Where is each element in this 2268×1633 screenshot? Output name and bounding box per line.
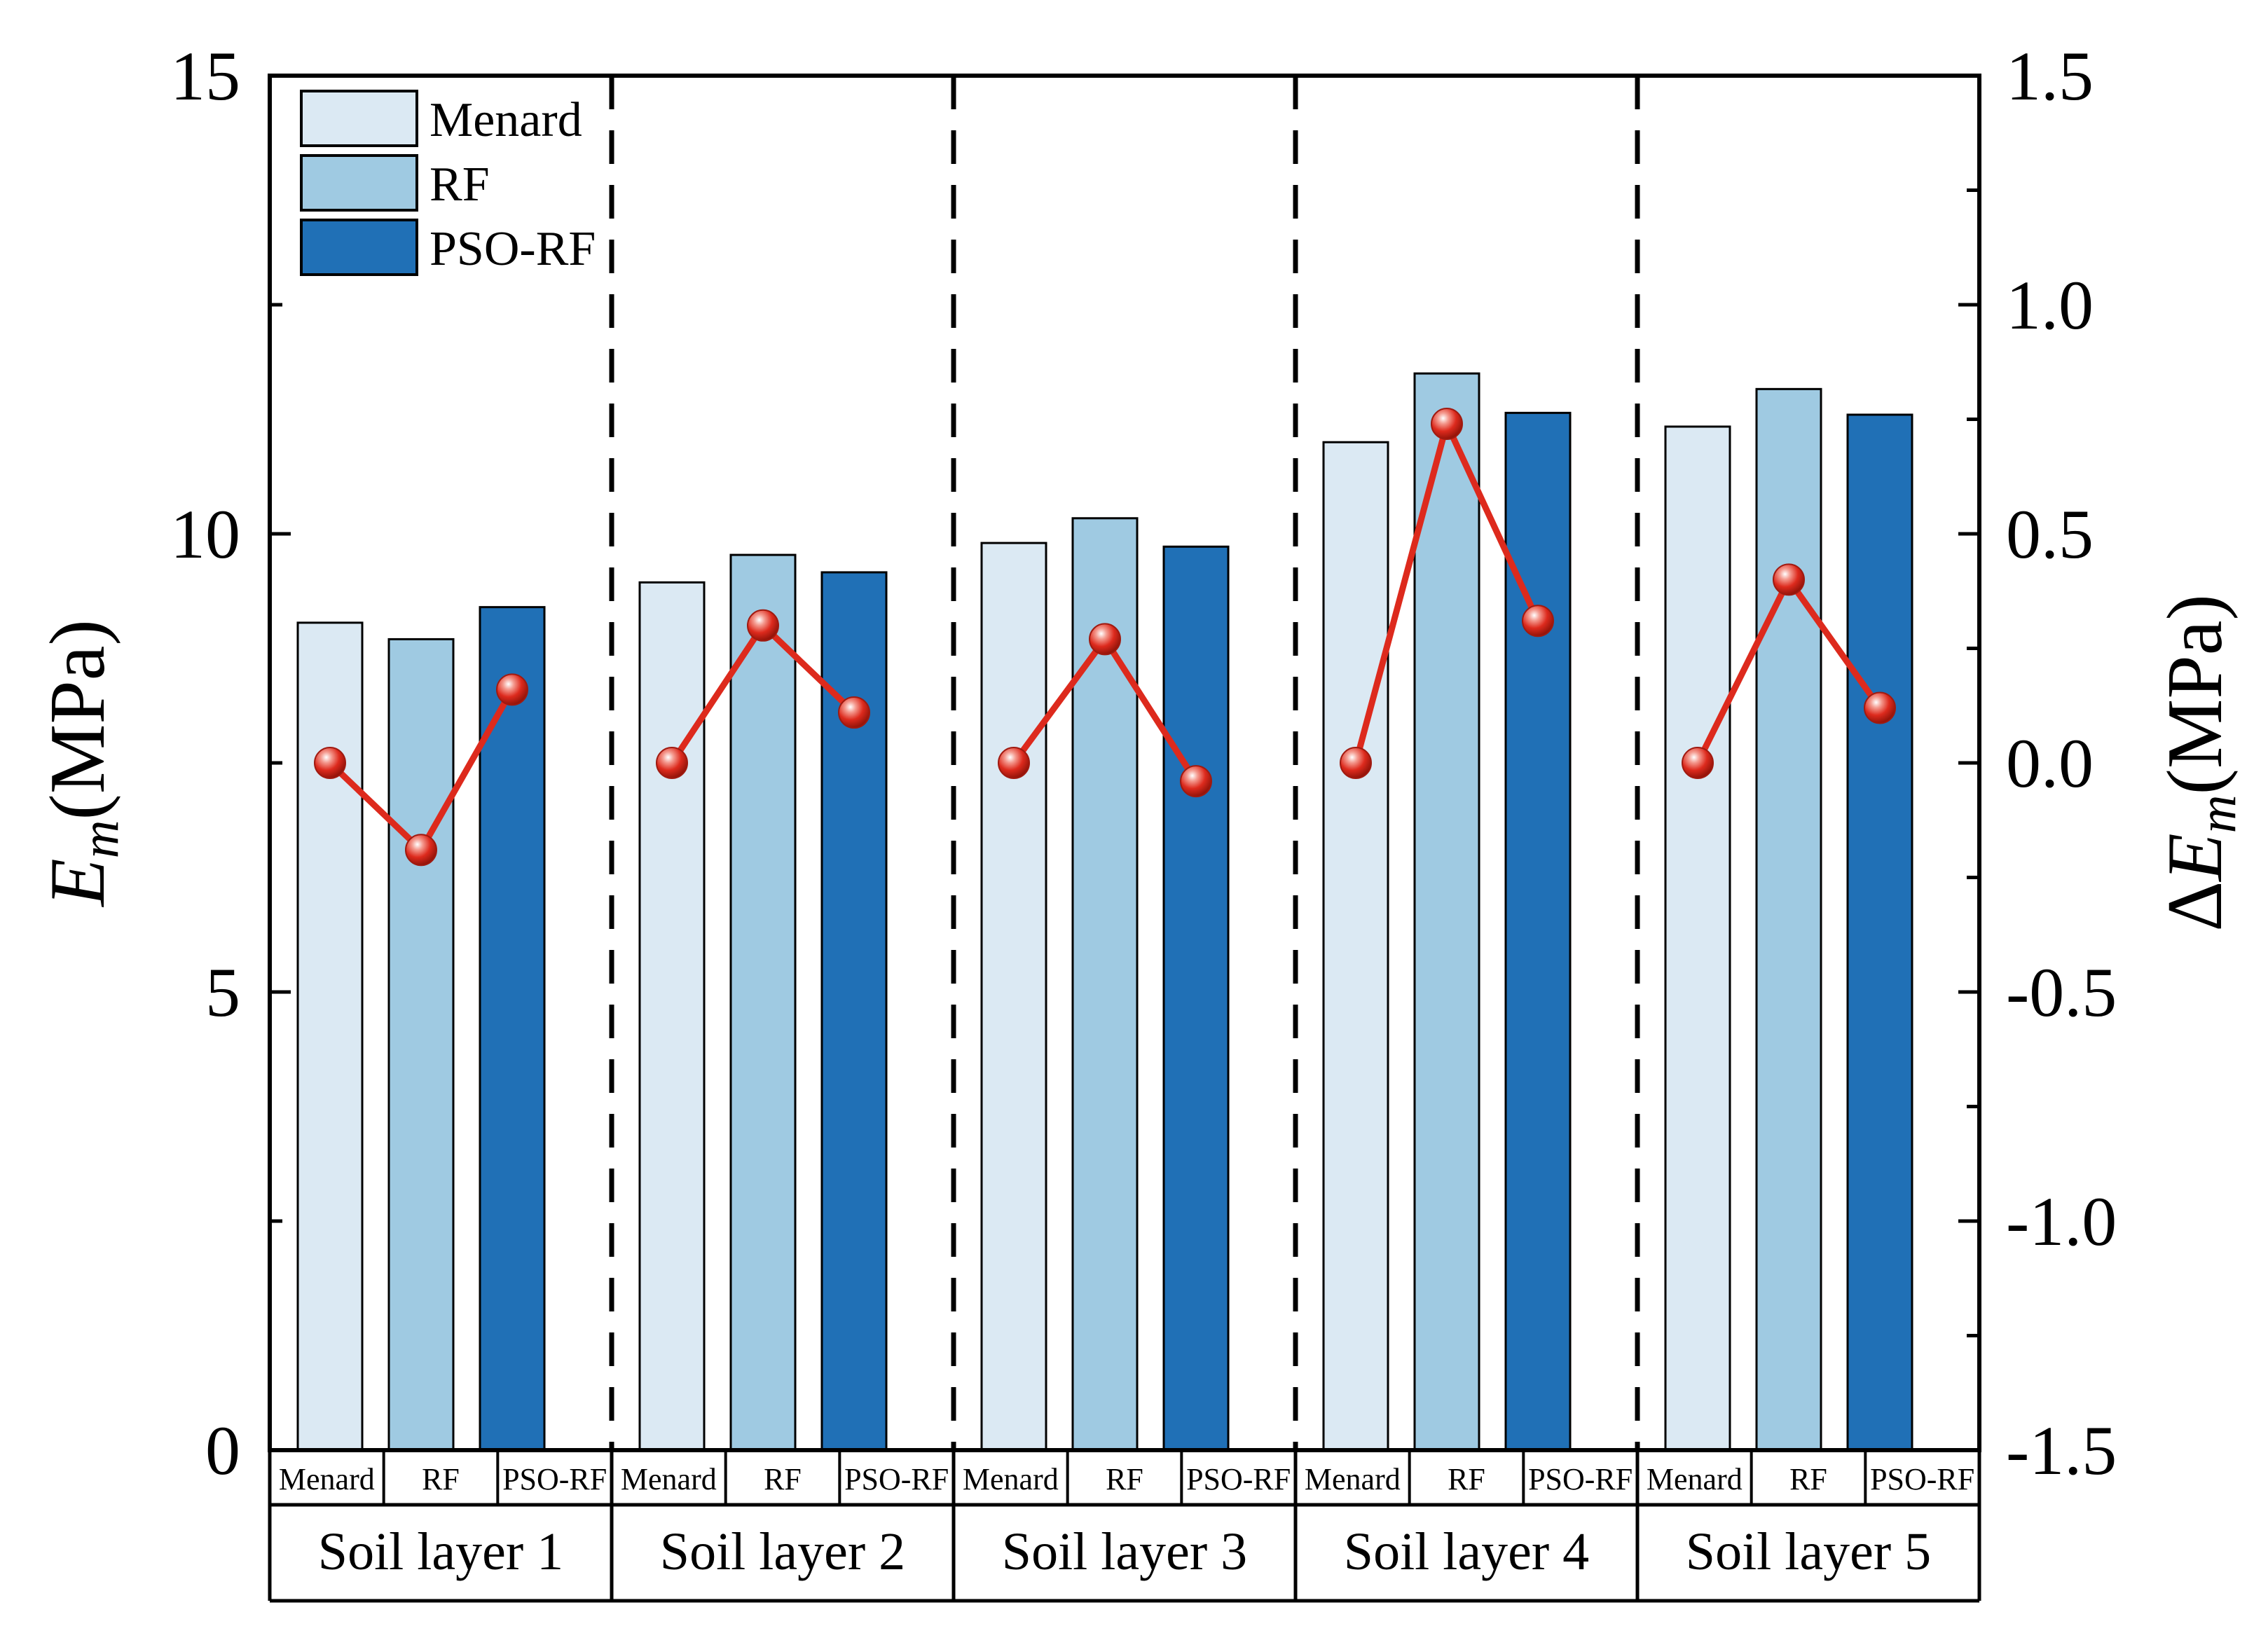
bar-rf-layer-3: [1071, 517, 1139, 1452]
method-label: Menard: [279, 1462, 375, 1496]
left-axis: 0 5 10 15: [170, 37, 291, 1489]
left-axis-title: Em(MPa): [34, 619, 130, 908]
bar-menard-layer-2: [638, 581, 706, 1452]
method-label: RF: [1789, 1462, 1827, 1496]
delta-point-layer-2-menard: [656, 747, 688, 779]
method-label: PSO-RF: [844, 1462, 949, 1496]
bar-pso-rf-layer-3: [1162, 545, 1230, 1452]
bar-pso-rf-layer-4: [1504, 411, 1572, 1452]
delta-point-layer-3-menard: [998, 747, 1030, 779]
delta-point-layer-1-rf: [405, 834, 437, 867]
soil-layer-label: Soil layer 1: [318, 1522, 563, 1581]
soil-layer-label: Soil layer 2: [660, 1522, 905, 1581]
legend-label-rf: RF: [429, 158, 490, 212]
left-tick-label: 15: [170, 37, 240, 115]
delta-point-layer-1-menard: [314, 747, 346, 779]
delta-point-layer-3-pso-rf: [1180, 765, 1212, 798]
left-tick-label: 10: [170, 495, 240, 573]
right-tick-label: -0.5: [2006, 953, 2117, 1031]
soil-layer-label: Soil layer 3: [1002, 1522, 1247, 1581]
soil-layer-label: Soil layer 4: [1344, 1522, 1589, 1581]
method-label: RF: [764, 1462, 802, 1496]
delta-point-layer-4-menard: [1340, 747, 1372, 779]
method-label: Menard: [963, 1462, 1059, 1496]
bar-menard-layer-5: [1664, 425, 1731, 1452]
method-label: Menard: [1647, 1462, 1743, 1496]
delta-point-layer-3-rf: [1089, 623, 1121, 656]
delta-line-layer: [314, 408, 1896, 867]
bar-pso-rf-layer-5: [1846, 413, 1913, 1452]
delta-point-layer-2-rf: [747, 609, 779, 642]
method-label: RF: [1106, 1462, 1143, 1496]
right-tick-label: -1.5: [2006, 1412, 2117, 1489]
method-label: PSO-RF: [1186, 1462, 1291, 1496]
delta-point-layer-2-pso-rf: [838, 696, 870, 729]
method-label: Menard: [1305, 1462, 1401, 1496]
delta-point-layer-5-rf: [1773, 563, 1805, 596]
bar-rf-layer-4: [1413, 372, 1480, 1452]
method-label: PSO-RF: [1528, 1462, 1633, 1496]
bars-layer: [296, 372, 1913, 1452]
legend: Menard RF PSO-RF: [300, 90, 596, 276]
method-label: Menard: [621, 1462, 717, 1496]
legend-label-menard: Menard: [429, 93, 582, 147]
method-label: RF: [1448, 1462, 1485, 1496]
delta-point-layer-5-menard: [1682, 747, 1714, 779]
method-label: RF: [422, 1462, 460, 1496]
bar-pso-rf-layer-1: [479, 606, 546, 1452]
delta-point-layer-4-pso-rf: [1522, 605, 1554, 638]
right-tick-label: 1.0: [2006, 266, 2094, 344]
right-tick-label: 0.5: [2006, 495, 2094, 573]
bar-menard-layer-4: [1322, 441, 1389, 1452]
bar-rf-layer-5: [1755, 387, 1822, 1452]
bar-rf-layer-2: [729, 553, 797, 1452]
bar-menard-layer-3: [980, 542, 1047, 1452]
delta-point-layer-4-rf: [1431, 408, 1463, 441]
right-axis-title: ΔEm(MPa): [2152, 594, 2247, 932]
right-tick-label: 1.5: [2006, 37, 2094, 115]
legend-swatch-menard: [300, 90, 418, 147]
soil-layer-label: Soil layer 5: [1686, 1522, 1931, 1581]
legend-swatch-rf: [300, 154, 418, 212]
group-separators: [609, 76, 1640, 1450]
right-tick-label: -1.0: [2006, 1183, 2117, 1260]
legend-swatch-pso-rf: [300, 219, 418, 276]
category-table: Menard RF PSO-RF Soil layer 1 Menard RF PSO-RF…: [268, 1450, 1981, 1603]
delta-point-layer-1-pso-rf: [496, 673, 528, 706]
legend-label-pso-rf: PSO-RF: [429, 222, 596, 276]
right-axis: -1.5 -1.0 -0.5 0.0 0.5 1.0 1.5: [1958, 37, 2117, 1489]
method-label: PSO-RF: [1870, 1462, 1974, 1496]
left-tick-label: 5: [205, 953, 240, 1031]
delta-point-layer-5-pso-rf: [1864, 691, 1896, 724]
left-tick-label: 0: [205, 1412, 240, 1489]
right-tick-label: 0.0: [2006, 724, 2094, 802]
bar-rf-layer-1: [387, 638, 455, 1452]
method-label: PSO-RF: [502, 1462, 607, 1496]
